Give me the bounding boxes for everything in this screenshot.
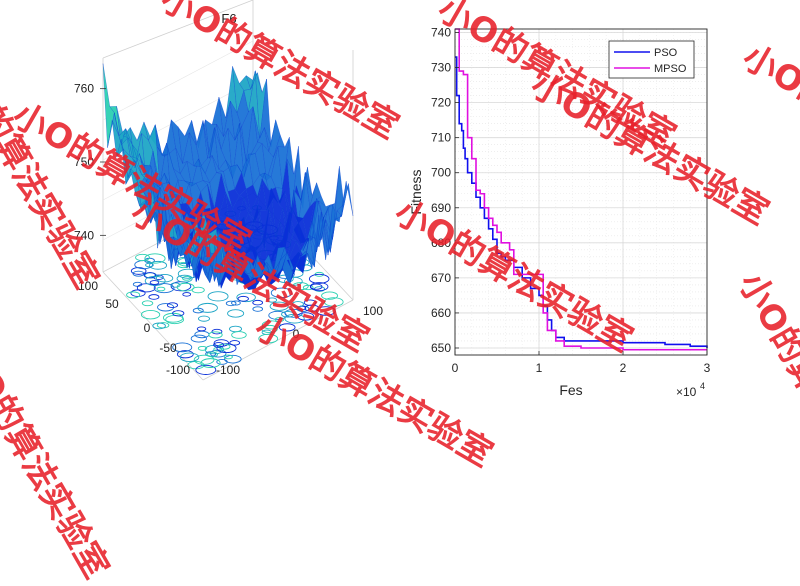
- y-tick-label: 690: [431, 201, 451, 215]
- contour-line: [232, 332, 247, 339]
- y-tick-label: 660: [431, 306, 451, 320]
- contour-line: [141, 310, 159, 318]
- contour-line: [183, 293, 191, 297]
- surface-plot: F6 740 750 760 100 50 0 -50 -100 -100 0 100: [74, 0, 383, 380]
- x-tick-label: -100: [216, 363, 240, 377]
- x-tick-label: 1: [536, 361, 543, 375]
- contour-line: [127, 292, 140, 298]
- surface-facet: [103, 64, 114, 148]
- contour-line: [304, 300, 316, 305]
- legend: PSO MPSO: [609, 41, 694, 78]
- contour-line: [149, 295, 159, 300]
- contour-line: [285, 314, 304, 323]
- contour-line: [262, 321, 280, 329]
- y-tick-label: 50: [105, 297, 119, 311]
- x-axis-label: Fes: [559, 382, 582, 398]
- surface-facet: [333, 166, 344, 239]
- y-tick-label: 730: [431, 61, 451, 75]
- contour-line: [142, 301, 153, 306]
- z-tick-label: 740: [74, 228, 94, 242]
- y-tick-label: 670: [431, 271, 451, 285]
- contour-line: [209, 332, 222, 338]
- x-tick-label: 0: [293, 327, 300, 341]
- y-tick-label: 740: [431, 26, 451, 40]
- contour-line: [238, 296, 249, 301]
- contour-line: [208, 292, 228, 301]
- contour-line: [253, 307, 263, 311]
- x-axis-exponent: ×10: [676, 385, 697, 399]
- y-tick-label: 720: [431, 96, 451, 110]
- contour-line: [228, 310, 244, 317]
- contour-line: [131, 290, 145, 297]
- y-tick-label: 710: [431, 131, 451, 145]
- contour-line: [292, 302, 303, 307]
- y-tick-label: 700: [431, 166, 451, 180]
- contour-line: [309, 274, 329, 283]
- x-tick-label: 100: [363, 304, 383, 318]
- surface-box-edge: [103, 0, 253, 58]
- contour-line: [253, 300, 263, 305]
- contour-line: [191, 335, 206, 342]
- contour-line: [150, 281, 159, 285]
- contour-line: [157, 287, 165, 291]
- contour-line: [269, 311, 287, 319]
- contour-line: [156, 274, 172, 282]
- y-tick-label: -50: [159, 341, 177, 355]
- x-tick-label: 0: [452, 361, 459, 375]
- convergence-plot: 650 660 670 680 690 700 710 720 730 740 0 1 2 3 Fes Fit…: [408, 26, 711, 399]
- z-tick-label: 760: [74, 82, 94, 96]
- contour-line: [271, 288, 292, 298]
- contour-line: [270, 302, 288, 310]
- contour-line: [197, 327, 206, 331]
- surface-title: F6: [221, 11, 236, 26]
- y-tick-label: -100: [166, 363, 190, 377]
- y-tick-label: 680: [431, 236, 451, 250]
- legend-label: MPSO: [654, 63, 687, 75]
- y-tick-label: 100: [78, 279, 98, 293]
- y-tick-label: 0: [144, 321, 151, 335]
- contour-line: [267, 298, 276, 302]
- z-tick-label: 750: [74, 155, 94, 169]
- x-tick-label: 2: [620, 361, 627, 375]
- y-tick-label: 650: [431, 341, 451, 355]
- contour-line: [230, 341, 240, 346]
- x-axis-exponent-power: 4: [700, 381, 705, 391]
- contour-line: [195, 331, 209, 338]
- y-axis-label: Fitness: [408, 169, 424, 214]
- contour-line: [259, 334, 278, 343]
- contour-line: [229, 326, 241, 332]
- contour-line: [198, 303, 218, 312]
- x-tick-label: 3: [704, 361, 711, 375]
- contour-line: [198, 316, 209, 321]
- surface-mesh: [103, 64, 353, 290]
- contour-line: [153, 323, 166, 329]
- legend-label: PSO: [654, 47, 678, 59]
